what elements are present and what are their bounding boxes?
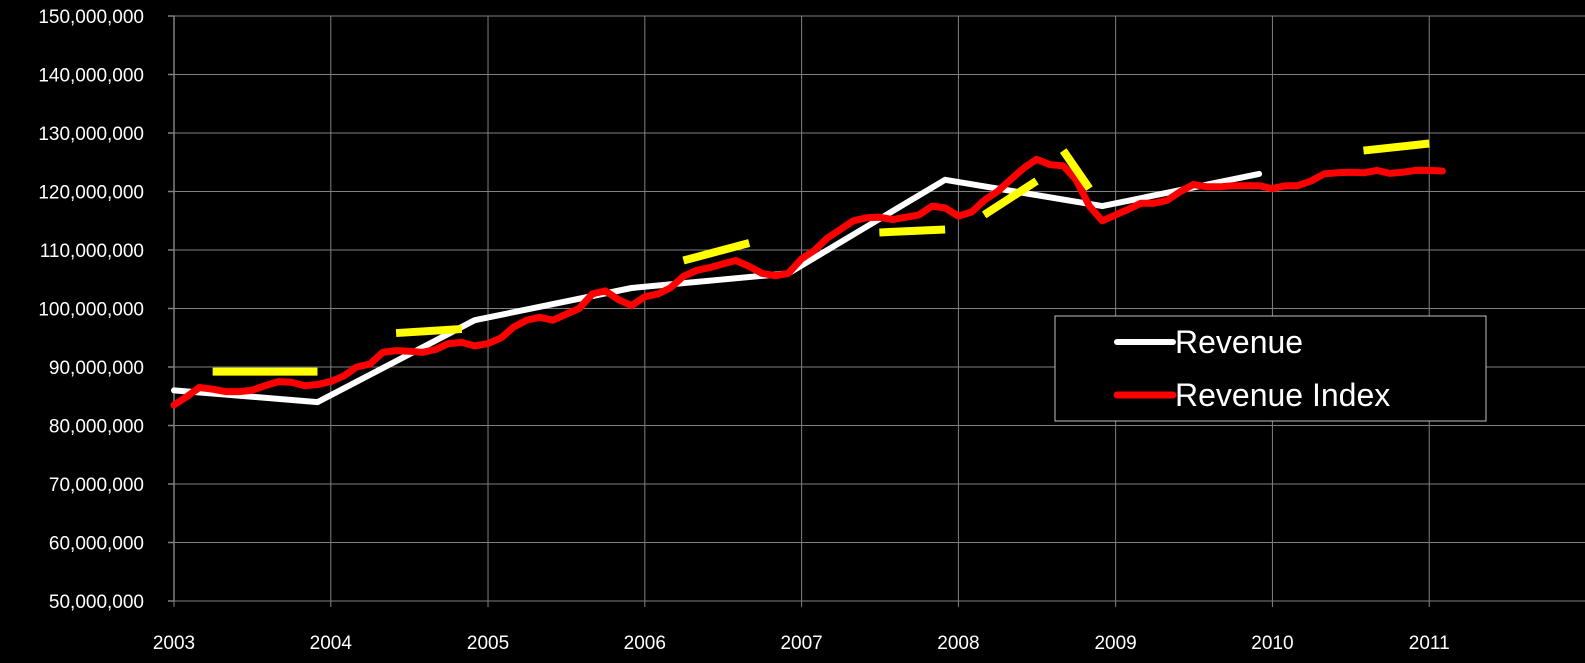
x-tick-label: 2005 (467, 633, 509, 654)
trend-segment (879, 225, 946, 237)
x-tick-label: 2007 (780, 633, 822, 654)
y-tick-label: 120,000,000 (38, 183, 144, 204)
x-tick-label: 2008 (937, 633, 979, 654)
x-tick-label: 2006 (624, 633, 666, 654)
grid (168, 15, 1585, 607)
y-tick-label: 140,000,000 (38, 66, 144, 87)
series-lines (170, 155, 1446, 409)
x-axis-tick-labels: 2003 2004 2005 2006 2007 2008 2009 2010 2011 (153, 633, 1450, 654)
y-axis-tick-labels: 50,000,000 60,000,000 70,000,000 80,000,000… (38, 7, 144, 613)
series-line-revenue-index (170, 155, 1446, 409)
y-tick-label: 80,000,000 (49, 417, 144, 438)
y-tick-label: 100,000,000 (38, 300, 144, 321)
y-tick-label: 50,000,000 (49, 592, 144, 613)
y-tick-label: 130,000,000 (38, 124, 144, 145)
series-line-revenue (171, 170, 1263, 406)
x-tick-label: 2010 (1251, 633, 1293, 654)
legend-box (1054, 315, 1487, 422)
x-tick-label: 2003 (153, 633, 195, 654)
trend-segment (1059, 148, 1093, 191)
x-tick-label: 2011 (1409, 633, 1450, 654)
legend-label-revenue: Revenue (1175, 324, 1303, 360)
legend: Revenue Revenue Index (1054, 315, 1487, 422)
trend-annotations (212, 139, 1430, 376)
y-tick-label: 70,000,000 (49, 475, 144, 496)
trend-segment (1363, 139, 1430, 155)
y-tick-label: 90,000,000 (49, 358, 144, 379)
legend-label-revenue-index: Revenue Index (1175, 377, 1390, 413)
trend-segment (395, 324, 463, 338)
x-tick-label: 2004 (310, 633, 353, 654)
trend-segment (982, 177, 1039, 219)
y-tick-label: 150,000,000 (38, 7, 144, 28)
trend-segment (682, 239, 751, 265)
y-tick-label: 60,000,000 (49, 534, 144, 555)
x-tick-label: 2009 (1094, 633, 1136, 654)
y-tick-label: 110,000,000 (40, 241, 144, 262)
